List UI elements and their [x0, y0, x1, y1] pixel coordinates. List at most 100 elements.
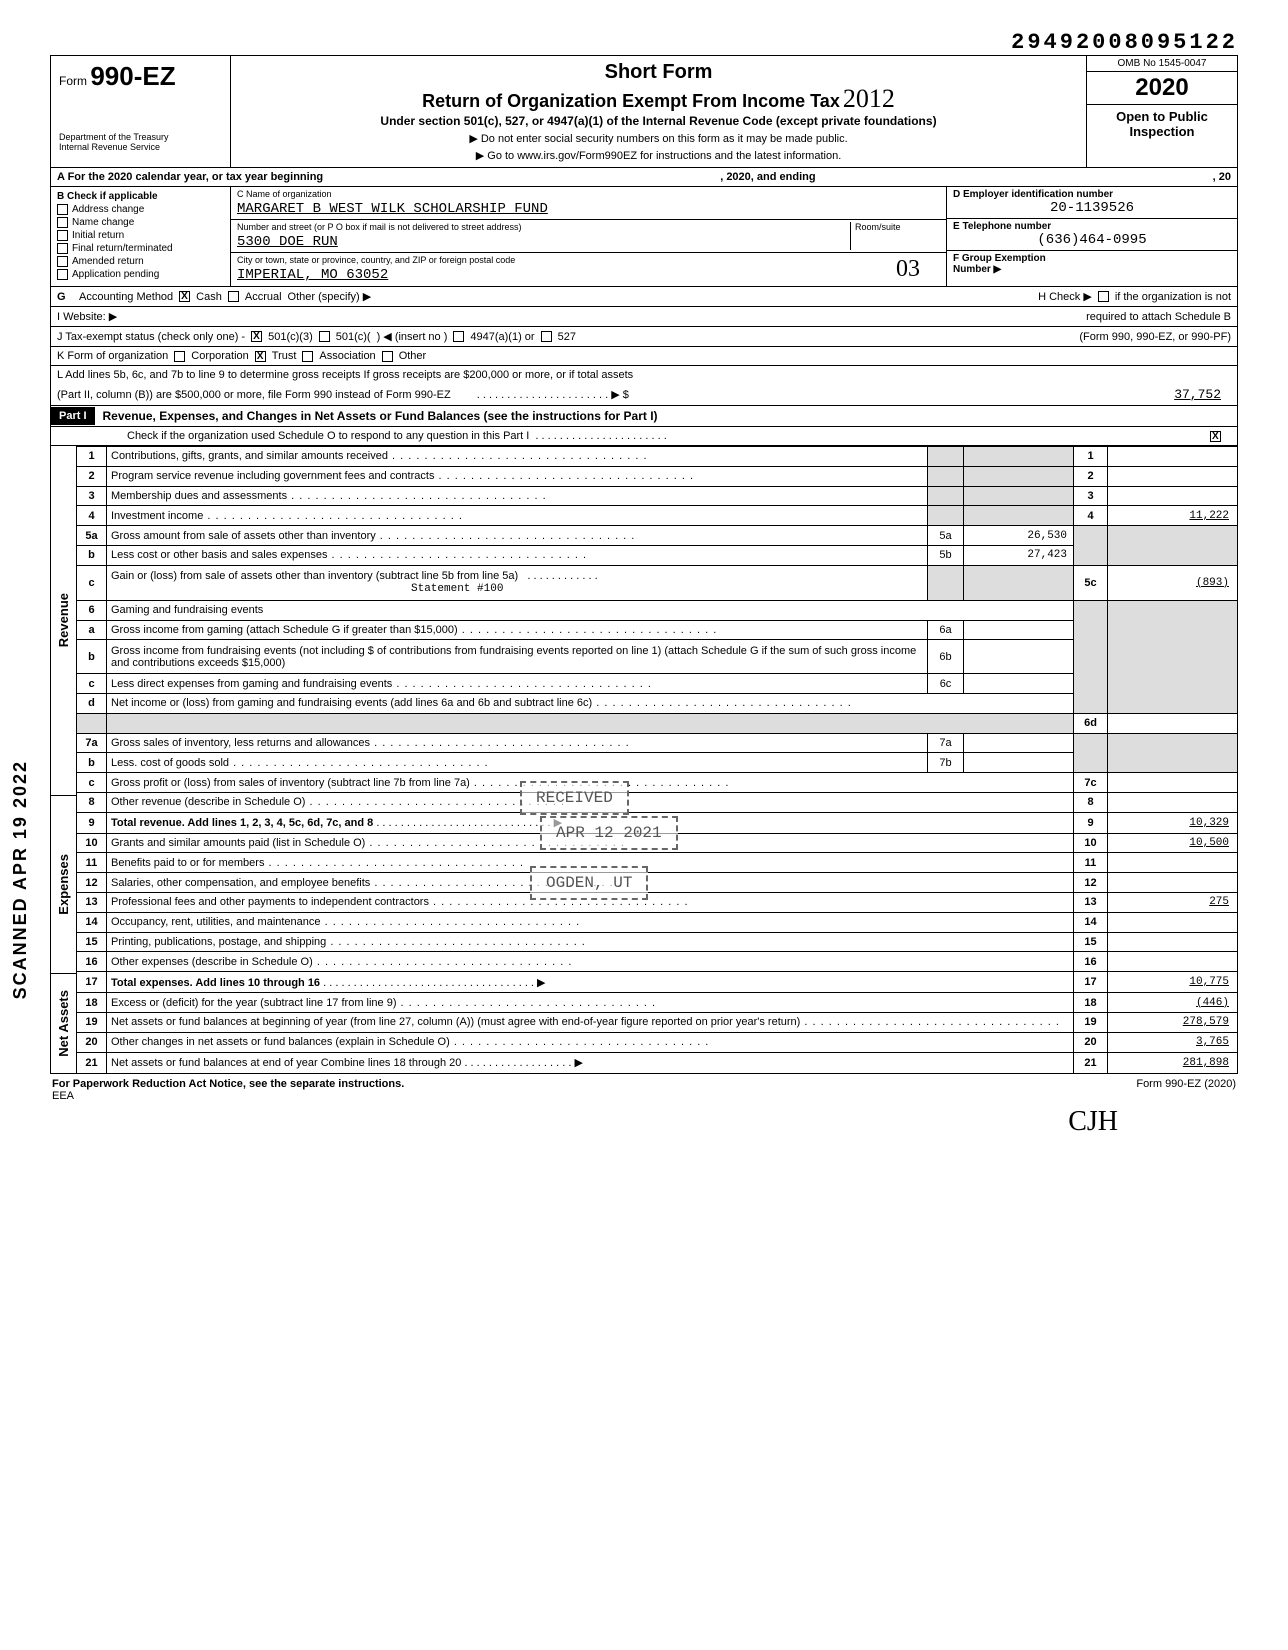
form-number: 990-EZ: [90, 61, 175, 91]
b-item-3: Final return/terminated: [72, 243, 173, 254]
line-6c-desc: Less direct expenses from gaming and fun…: [107, 674, 928, 694]
line-6b-desc: Gross income from fundraising events (no…: [107, 640, 928, 674]
part-i-title: Revenue, Expenses, and Changes in Net As…: [95, 406, 666, 426]
open-to-public: Open to Public Inspection: [1087, 105, 1237, 143]
line-17-val: 10,775: [1108, 972, 1238, 993]
checkbox-4947[interactable]: [453, 331, 464, 342]
line-14-desc: Occupancy, rent, utilities, and maintena…: [107, 912, 1074, 932]
g-label: G: [57, 291, 73, 303]
checkbox-address-change[interactable]: [57, 204, 68, 215]
checkbox-application-pending[interactable]: [57, 269, 68, 280]
row-a-tax-year: A For the 2020 calendar year, or tax yea…: [50, 168, 1238, 187]
checkbox-527[interactable]: [541, 331, 552, 342]
line-4-val: 11,222: [1108, 506, 1238, 526]
checkbox-501c3[interactable]: [251, 331, 262, 342]
line-3-desc: Membership dues and assessments: [107, 486, 928, 506]
line-5a-mid: 26,530: [964, 526, 1074, 546]
g-text: Accounting Method: [79, 291, 173, 303]
c-street-label: Number and street (or P O box if mail is…: [237, 222, 850, 232]
paperwork-notice: For Paperwork Reduction Act Notice, see …: [52, 1078, 404, 1090]
b-item-4: Amended return: [72, 256, 144, 267]
j-a: 501(c)(3): [268, 331, 313, 343]
row-l-1: L Add lines 5b, 6c, and 7b to line 9 to …: [50, 366, 1238, 384]
checkbox-association[interactable]: [302, 351, 313, 362]
tracking-number: 29492008095122: [50, 30, 1238, 55]
j-c: 4947(a)(1) or: [470, 331, 534, 343]
line-6-desc: Gaming and fundraising events: [107, 600, 1074, 620]
date-stamp: APR 12 2021: [540, 816, 678, 850]
checkbox-amended-return[interactable]: [57, 256, 68, 267]
instructions-link: ▶ Go to www.irs.gov/Form990EZ for instru…: [239, 149, 1078, 162]
b-item-0: Address change: [72, 204, 144, 215]
b-item-5: Application pending: [72, 269, 159, 280]
line-5b-mid: 27,423: [964, 545, 1074, 565]
l-text2: (Part II, column (B)) are $500,000 or mo…: [57, 389, 451, 401]
checkbox-cash[interactable]: [179, 291, 190, 302]
received-stamp: RECEIVED: [520, 781, 629, 815]
k-d: Other: [399, 350, 427, 362]
g-cash: Cash: [196, 291, 222, 303]
line-6d-desc: Net income or (loss) from gaming and fun…: [107, 693, 1074, 713]
form-label: Form: [59, 74, 87, 88]
city-state-zip: IMPERIAL, MO 63052: [237, 267, 388, 283]
checkbox-name-change[interactable]: [57, 217, 68, 228]
j-b: 501(c)(: [336, 331, 371, 343]
d-ein-label: D Employer identification number: [953, 189, 1231, 200]
g-other: Other (specify) ▶: [288, 290, 372, 303]
line-7a-desc: Gross sales of inventory, less returns a…: [107, 733, 928, 753]
l-text1: L Add lines 5b, 6c, and 7b to line 9 to …: [57, 369, 633, 381]
line-4-desc: Investment income: [107, 506, 928, 526]
scanned-stamp: SCANNED APR 19 2022: [10, 760, 31, 999]
checkbox-501c[interactable]: [319, 331, 330, 342]
form-ref: Form 990-EZ (2020): [1136, 1078, 1236, 1102]
under-section: Under section 501(c), 527, or 4947(a)(1)…: [239, 114, 1078, 128]
line-18-desc: Excess or (deficit) for the year (subtra…: [107, 993, 1074, 1013]
section-bcd: B Check if applicable Address change Nam…: [50, 187, 1238, 287]
handwritten-03: 03: [896, 256, 940, 283]
ein-value: 20-1139526: [953, 200, 1231, 216]
street-address: 5300 DOE RUN: [237, 234, 338, 250]
expenses-label: Expenses: [56, 854, 71, 915]
checkbox-other-org[interactable]: [382, 351, 393, 362]
checkbox-h[interactable]: [1098, 291, 1109, 302]
checkbox-initial-return[interactable]: [57, 230, 68, 241]
row-j: J Tax-exempt status (check only one) - 5…: [50, 327, 1238, 347]
line-5c-desc: Gain or (loss) from sale of assets other…: [107, 565, 928, 600]
telephone-value: (636)464-0995: [953, 232, 1231, 248]
line-5a-desc: Gross amount from sale of assets other t…: [107, 526, 928, 546]
row-k: K Form of organization Corporation Trust…: [50, 347, 1238, 366]
line-20-val: 3,765: [1108, 1032, 1238, 1052]
omb-number: OMB No 1545-0047: [1087, 56, 1237, 72]
checkbox-final-return[interactable]: [57, 243, 68, 254]
g-accrual: Accrual: [245, 291, 282, 303]
l-value: 37,752: [1174, 387, 1231, 402]
checkbox-corporation[interactable]: [174, 351, 185, 362]
checkbox-schedule-o[interactable]: [1210, 431, 1221, 442]
line-19-val: 278,579: [1108, 1013, 1238, 1033]
line-1-desc: Contributions, gifts, grants, and simila…: [107, 447, 928, 467]
row-i: I Website: ▶ required to attach Schedule…: [50, 307, 1238, 327]
b-title: B Check if applicable: [57, 191, 224, 202]
checkbox-accrual[interactable]: [228, 291, 239, 302]
k-a: Corporation: [191, 350, 248, 362]
eea: EEA: [52, 1090, 74, 1102]
c-city-label: City or town, state or province, country…: [237, 255, 515, 265]
row-a-mid: , 2020, and ending: [720, 171, 815, 183]
b-item-1: Name change: [72, 217, 134, 228]
k-b: Trust: [272, 350, 297, 362]
subtitle: Return of Organization Exempt From Incom…: [422, 91, 840, 111]
part-i-check-text: Check if the organization used Schedule …: [127, 430, 529, 442]
line-13-val: 275: [1108, 893, 1238, 913]
row-g-h: G Accounting Method Cash Accrual Other (…: [50, 287, 1238, 307]
ssn-warning: ▶ Do not enter social security numbers o…: [239, 132, 1078, 145]
h-text3: (Form 990, 990-EZ, or 990-PF): [1079, 331, 1231, 343]
checkbox-trust[interactable]: [255, 351, 266, 362]
h-text: if the organization is not: [1115, 291, 1231, 303]
line-5c-val: (893): [1108, 565, 1238, 600]
line-2-desc: Program service revenue including govern…: [107, 466, 928, 486]
line-19-desc: Net assets or fund balances at beginning…: [107, 1013, 1074, 1033]
line-9-val: 10,329: [1108, 812, 1238, 833]
line-1-val: [1108, 447, 1238, 467]
k-label: K Form of organization: [57, 350, 168, 362]
line-17-desc: Total expenses. Add lines 10 through 16 …: [107, 972, 1074, 993]
